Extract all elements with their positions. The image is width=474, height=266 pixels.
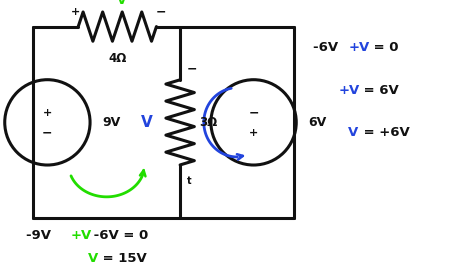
- Text: t: t: [187, 176, 192, 186]
- Text: = +6V: = +6V: [359, 127, 410, 139]
- Text: 6V: 6V: [308, 116, 327, 129]
- Text: −: −: [42, 127, 53, 139]
- Text: = 6V: = 6V: [359, 84, 399, 97]
- Text: = 0: = 0: [369, 41, 398, 54]
- Text: V: V: [88, 252, 98, 264]
- Text: +V: +V: [339, 84, 360, 97]
- Text: 3Ω: 3Ω: [199, 116, 218, 129]
- Text: V: V: [141, 115, 153, 130]
- Text: -6V: -6V: [313, 41, 343, 54]
- Text: +V: +V: [70, 229, 91, 242]
- Text: −: −: [156, 6, 166, 18]
- Text: 4Ω: 4Ω: [108, 52, 127, 65]
- Text: V: V: [348, 127, 359, 139]
- Text: +: +: [249, 128, 258, 138]
- Text: +: +: [43, 108, 52, 118]
- Text: V: V: [117, 0, 127, 6]
- Text: 9V: 9V: [102, 116, 120, 129]
- Text: = 15V: = 15V: [98, 252, 147, 264]
- Text: +V: +V: [348, 41, 370, 54]
- Text: -6V = 0: -6V = 0: [89, 229, 148, 242]
- Text: −: −: [248, 107, 259, 119]
- Text: −: −: [187, 63, 197, 76]
- Text: -9V: -9V: [26, 229, 56, 242]
- Text: +: +: [71, 7, 81, 17]
